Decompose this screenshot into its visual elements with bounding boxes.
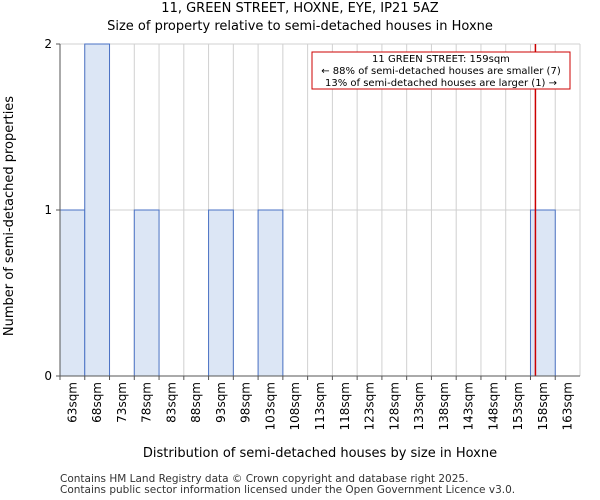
y-tick-label: 2 — [44, 37, 52, 51]
x-tick-label: 158sqm — [536, 382, 550, 430]
x-tick-label: 68sqm — [90, 382, 104, 423]
x-tick-label: 143sqm — [462, 382, 476, 430]
x-tick-label: 123sqm — [363, 382, 377, 430]
x-tick-label: 118sqm — [338, 382, 352, 430]
bar-63sqm — [59, 209, 86, 377]
x-tick-label: 63sqm — [65, 382, 79, 423]
chart-title: 11, GREEN STREET, HOXNE, EYE, IP21 5AZ — [161, 1, 439, 16]
bar-78sqm — [133, 209, 160, 377]
x-tick-label: 83sqm — [164, 382, 178, 423]
footer-line-1: Contains HM Land Registry data © Crown c… — [60, 473, 469, 485]
bar-93sqm — [208, 209, 234, 377]
y-axis-label: Number of semi-detached properties — [2, 96, 17, 336]
bar-158sqm — [529, 209, 556, 377]
x-tick-label: 103sqm — [263, 382, 277, 430]
x-tick-label: 138sqm — [437, 382, 451, 430]
y-tick-label: 0 — [44, 369, 52, 383]
chart-subtitle: Size of property relative to semi-detach… — [107, 19, 493, 34]
annotation-line-3: 13% of semi-detached houses are larger (… — [325, 78, 557, 89]
x-tick-label: 133sqm — [412, 382, 426, 430]
x-tick-label: 108sqm — [288, 382, 302, 430]
bar-68sqm — [84, 43, 111, 377]
annotation-line-1: 11 GREEN STREET: 159sqm — [372, 54, 510, 65]
x-axis-label: Distribution of semi-detached houses by … — [143, 446, 497, 461]
x-tick-label: 163sqm — [561, 382, 575, 430]
annotation-box: 11 GREEN STREET: 159sqm ← 88% of semi-de… — [311, 51, 571, 90]
annotation-border — [311, 51, 571, 90]
x-tick-label: 78sqm — [140, 382, 154, 423]
x-tick-label: 113sqm — [313, 382, 327, 430]
footer-line-2: Contains public sector information licen… — [60, 484, 516, 496]
y-tick-label: 1 — [44, 203, 52, 217]
x-tick-label: 153sqm — [511, 382, 525, 430]
x-tick-label: 148sqm — [486, 382, 500, 430]
x-tick-labels: 63sqm 68sqm 73sqm 78sqm 83sqm 88sqm 93sqm 98sqm… — [59, 376, 575, 430]
bar-103sqm — [257, 209, 284, 377]
x-tick-label: 73sqm — [115, 382, 129, 423]
x-tick-label: 88sqm — [189, 382, 203, 423]
x-tick-label: 93sqm — [214, 382, 228, 423]
x-tick-label: 98sqm — [239, 382, 253, 423]
x-tick-label: 128sqm — [387, 382, 401, 430]
annotation-line-2: ← 88% of semi-detached houses are smalle… — [321, 66, 561, 77]
y-tick-labels: 0 1 2 — [44, 37, 60, 383]
